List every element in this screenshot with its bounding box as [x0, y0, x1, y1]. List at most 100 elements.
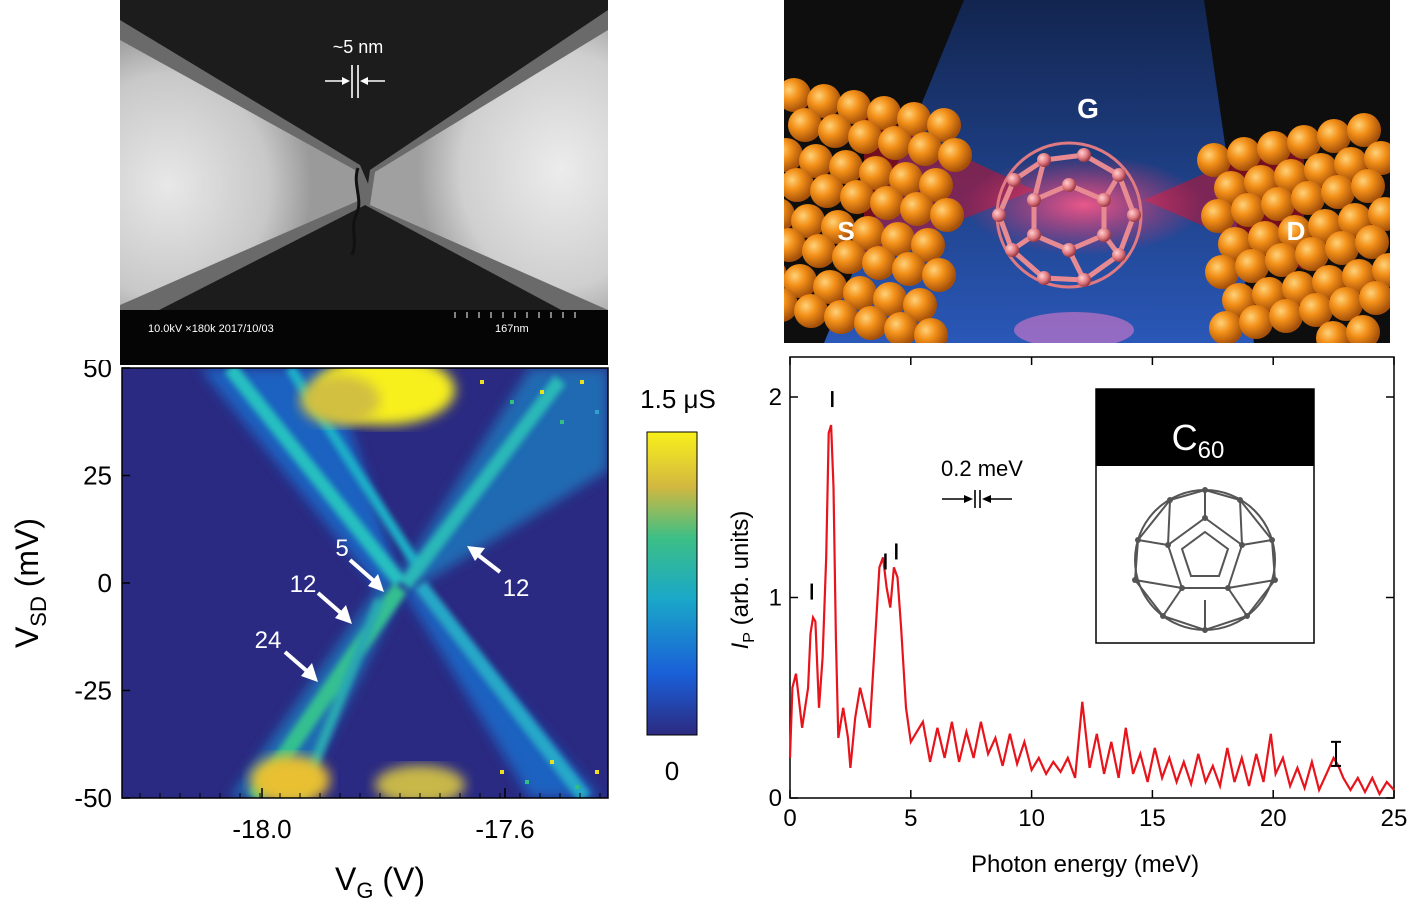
spectrum-x-axis-label: Photon energy (meV)	[971, 851, 1199, 878]
drain-atom	[1355, 225, 1389, 259]
source-atom	[884, 312, 918, 346]
source-atom	[840, 180, 874, 214]
spectrum-x-tick-label: 0	[783, 805, 796, 832]
sem-image-panel: ~5 nm 10.0kV ×180k 2017/10/03 167nm	[120, 0, 608, 365]
source-atom	[848, 120, 882, 154]
spectrum-ticks: 0 5 10 15 20 25 0 1 2	[769, 357, 1408, 832]
drain-atom	[1231, 193, 1265, 227]
map-x-tick-label: -17.6	[475, 814, 534, 844]
drain-atom	[1257, 131, 1291, 165]
drain-atom	[1197, 143, 1231, 177]
source-atom	[859, 156, 893, 190]
map-y-tick-label: 25	[83, 461, 112, 491]
arrow-label-5: 5	[335, 535, 348, 562]
drain-atom	[1351, 169, 1385, 203]
spectrum-x-tick-label: 15	[1139, 805, 1166, 832]
source-atom	[903, 288, 937, 322]
colorbar	[646, 431, 698, 736]
sem-image: ~5 nm 10.0kV ×180k 2017/10/03 167nm	[120, 0, 608, 365]
drain-atom	[1346, 315, 1380, 349]
map-y-tick-label: -50	[74, 783, 112, 813]
c60-molecule-3d	[992, 141, 1143, 289]
source-atom	[832, 240, 866, 274]
source-atom	[780, 168, 814, 202]
drain-atom	[1205, 255, 1239, 289]
drain-atom	[1295, 237, 1329, 271]
source-atom	[881, 222, 915, 256]
drain-atom	[1235, 249, 1269, 283]
arrow-label-12-right: 12	[503, 575, 530, 602]
source-atom	[889, 162, 923, 196]
source-atom	[873, 282, 907, 316]
device-schematic-panel: S G D	[753, 0, 1406, 355]
colorbar-max-label: 1.5 μS	[640, 384, 716, 414]
resolution-label: 0.2 meV	[941, 456, 1023, 481]
spectrum-y-tick-label: 1	[769, 585, 782, 612]
map-y-axis-label: VSD (mV)	[9, 518, 51, 648]
source-atom	[854, 306, 888, 340]
spectrum-y-axis-label: IP (arb. units)	[727, 511, 758, 650]
drain-atom	[1291, 181, 1325, 215]
source-atom	[791, 204, 825, 238]
source-atom	[829, 150, 863, 184]
resolution-indicator	[942, 490, 1012, 508]
drain-atom	[1321, 175, 1355, 209]
source-atom	[794, 294, 828, 328]
source-atom	[930, 198, 964, 232]
spectrum-x-tick-label: 5	[904, 805, 917, 832]
drain-atom	[1299, 293, 1333, 327]
drain-atom	[1329, 287, 1363, 321]
source-atom	[927, 108, 961, 142]
source-atom	[807, 84, 841, 118]
drain-atom	[1269, 299, 1303, 333]
drain-atom	[1364, 141, 1398, 175]
drain-atom	[1347, 113, 1381, 147]
spectrum-series-line	[788, 424, 1395, 797]
source-atom	[900, 192, 934, 226]
source-atom	[851, 216, 885, 250]
spectrum-x-tick-label: 10	[1018, 805, 1045, 832]
map-y-tick-label: -25	[74, 676, 112, 706]
source-atom	[821, 210, 855, 244]
conductance-heatmap	[122, 368, 608, 798]
source-atom	[938, 138, 972, 172]
map-y-tick-label: 0	[98, 568, 112, 598]
error-bar	[1331, 740, 1342, 767]
sem-info-text: 10.0kV ×180k 2017/10/03	[148, 323, 274, 335]
sem-left-electrode	[120, 40, 360, 305]
sem-scale-bar	[454, 312, 576, 318]
source-atom	[870, 186, 904, 220]
source-atom	[837, 90, 871, 124]
source-atom	[892, 252, 926, 286]
gate-label: G	[1077, 93, 1099, 124]
drain-atom	[1239, 305, 1273, 339]
drain-atom	[1265, 243, 1299, 277]
source-atom	[777, 78, 811, 112]
conductance-map-panel: 50 25 0 -25 -50 -18.0 -17.6 VSD (mV) VG (V) 5…	[0, 353, 740, 910]
drain-atom	[1325, 231, 1359, 265]
inset-title: C60	[1172, 417, 1225, 464]
source-atom	[908, 132, 942, 166]
sem-gap-label: ~5 nm	[333, 37, 384, 57]
spectrum-x-tick-label: 25	[1381, 805, 1408, 832]
map-x-axis-label: VG (V)	[335, 861, 425, 903]
drain-electrode	[1197, 113, 1406, 355]
drain-atom	[1287, 125, 1321, 159]
source-atom	[922, 258, 956, 292]
source-atom	[788, 108, 822, 142]
source-atom	[799, 144, 833, 178]
colorbar-min-label: 0	[665, 756, 679, 786]
source-atom	[783, 264, 817, 298]
c60-inset: C60	[1095, 388, 1315, 644]
spectrum-y-tick-label: 0	[769, 785, 782, 812]
spectrum-x-tick-label: 20	[1260, 805, 1287, 832]
drain-atom	[1201, 199, 1235, 233]
source-atom	[810, 174, 844, 208]
source-atom	[813, 270, 847, 304]
drain-atom	[1359, 281, 1393, 315]
source-atom	[878, 126, 912, 160]
source-atom	[843, 276, 877, 310]
drain-atom	[1261, 187, 1295, 221]
source-label: S	[837, 216, 854, 246]
